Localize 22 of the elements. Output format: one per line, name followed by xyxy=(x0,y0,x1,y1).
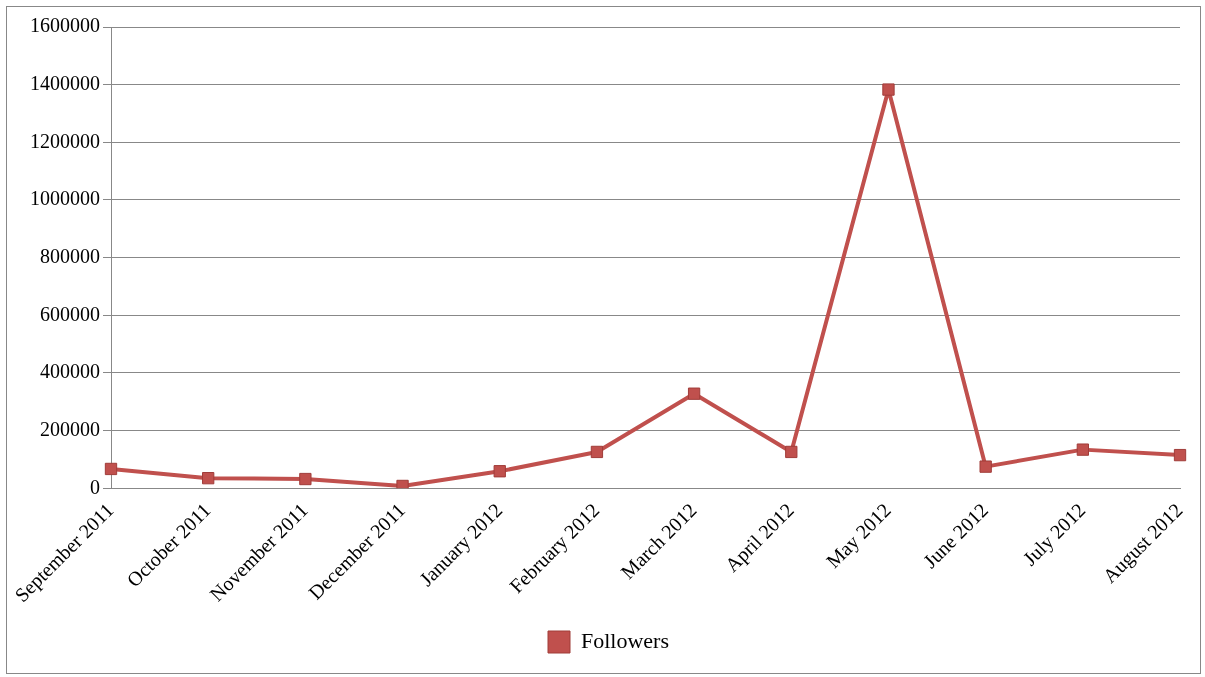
y-tick-label: 0 xyxy=(90,475,100,498)
point xyxy=(396,479,409,489)
y-tick-label: 1200000 xyxy=(30,129,100,152)
point xyxy=(104,462,118,476)
point xyxy=(1076,443,1089,456)
y-tick-label: 800000 xyxy=(40,244,100,267)
point xyxy=(299,472,312,486)
point xyxy=(785,445,798,459)
y-tick-label: 1000000 xyxy=(30,187,100,210)
y-tick-label: 600000 xyxy=(40,302,100,325)
y-tick-label: 400000 xyxy=(40,360,100,383)
point xyxy=(590,445,604,459)
point xyxy=(687,387,701,400)
y-tick-label: 200000 xyxy=(40,417,100,440)
point xyxy=(1173,448,1187,462)
point xyxy=(493,465,506,478)
y-tick-label: 1400000 xyxy=(30,71,100,94)
point xyxy=(202,472,215,485)
point xyxy=(882,83,895,96)
point xyxy=(979,460,992,473)
y-tick-label: 1600000 xyxy=(30,14,100,37)
legend-label: Followers xyxy=(581,627,669,653)
